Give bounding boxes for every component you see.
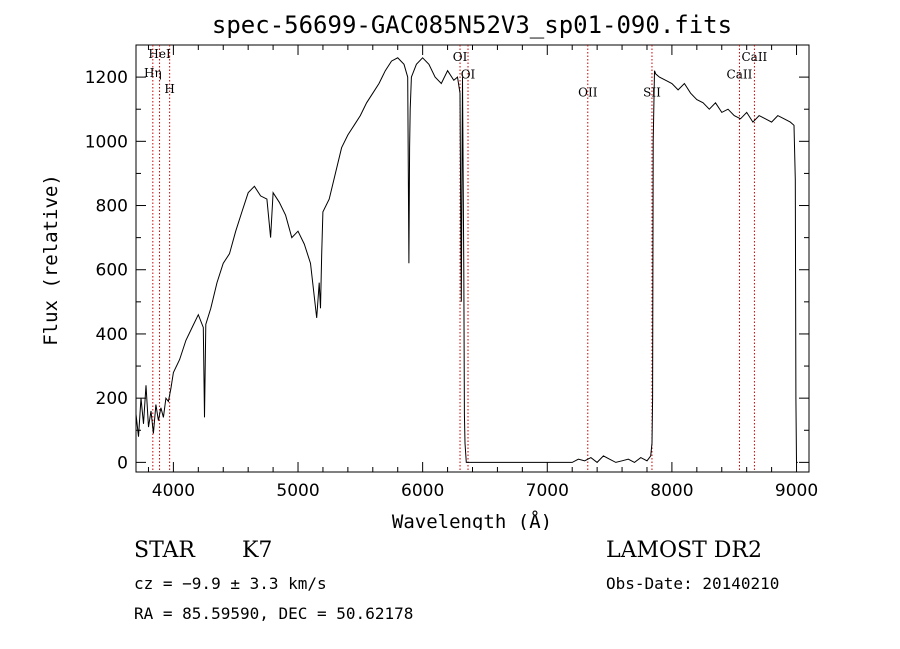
y-tick-label: 800 bbox=[96, 197, 128, 217]
chart-title: spec-56699-GAC085N52V3_sp01-090.fits bbox=[212, 11, 732, 39]
y-tick-label: 1000 bbox=[85, 132, 128, 152]
spectrum-line bbox=[135, 57, 798, 464]
line-label-oii: OII bbox=[578, 85, 598, 99]
velocity-readout: cz = −9.9 ± 3.3 km/s bbox=[134, 574, 327, 593]
spectral-line-labels: HeI HηH OI OI OII SII CaII CaII bbox=[144, 47, 768, 100]
spectrum-chart: spec-56699-GAC085N52V3_sp01-090.fits HeI… bbox=[40, 11, 818, 530]
plot-frame bbox=[135, 44, 810, 473]
observation-date: Obs-Date: 20140210 bbox=[606, 574, 780, 593]
y-tick-label: 600 bbox=[96, 261, 128, 281]
object-subclass: K7 bbox=[242, 538, 273, 563]
object-class: STAR bbox=[134, 538, 195, 563]
x-axis-ticks: 4000 5000 6000 7000 8000 9000 bbox=[147, 45, 818, 501]
y-tick-label: 400 bbox=[96, 325, 128, 345]
x-tick-label: 6000 bbox=[401, 481, 444, 501]
line-label-caii: CaII bbox=[727, 68, 753, 82]
x-tick-label: 4000 bbox=[152, 481, 195, 501]
line-label-hη: Hη bbox=[144, 66, 162, 80]
line-label-sii: SII bbox=[643, 85, 661, 99]
spectral-line-markers bbox=[152, 45, 755, 472]
line-label-oi: OI bbox=[453, 50, 468, 64]
y-tick-label: 0 bbox=[117, 453, 128, 473]
y-axis-ticks: 0 200 400 600 800 1000 1200 bbox=[85, 44, 809, 473]
x-tick-label: 8000 bbox=[650, 481, 693, 501]
survey-name: LAMOST DR2 bbox=[606, 538, 762, 563]
x-tick-label: 5000 bbox=[276, 481, 319, 501]
y-tick-label: 200 bbox=[96, 389, 128, 409]
line-label-hei: HeI bbox=[148, 47, 171, 61]
line-label-caii: CaII bbox=[741, 50, 767, 64]
line-label-h: H bbox=[164, 82, 174, 96]
x-axis-title: Wavelength (Å) bbox=[392, 510, 552, 530]
y-tick-label: 1200 bbox=[85, 68, 128, 88]
line-label-oi: OI bbox=[461, 68, 476, 82]
coordinates-readout: RA = 85.59590, DEC = 50.62178 bbox=[134, 604, 414, 623]
x-tick-label: 9000 bbox=[775, 481, 818, 501]
y-axis-title: Flux (relative) bbox=[40, 174, 62, 346]
x-tick-label: 7000 bbox=[526, 481, 569, 501]
